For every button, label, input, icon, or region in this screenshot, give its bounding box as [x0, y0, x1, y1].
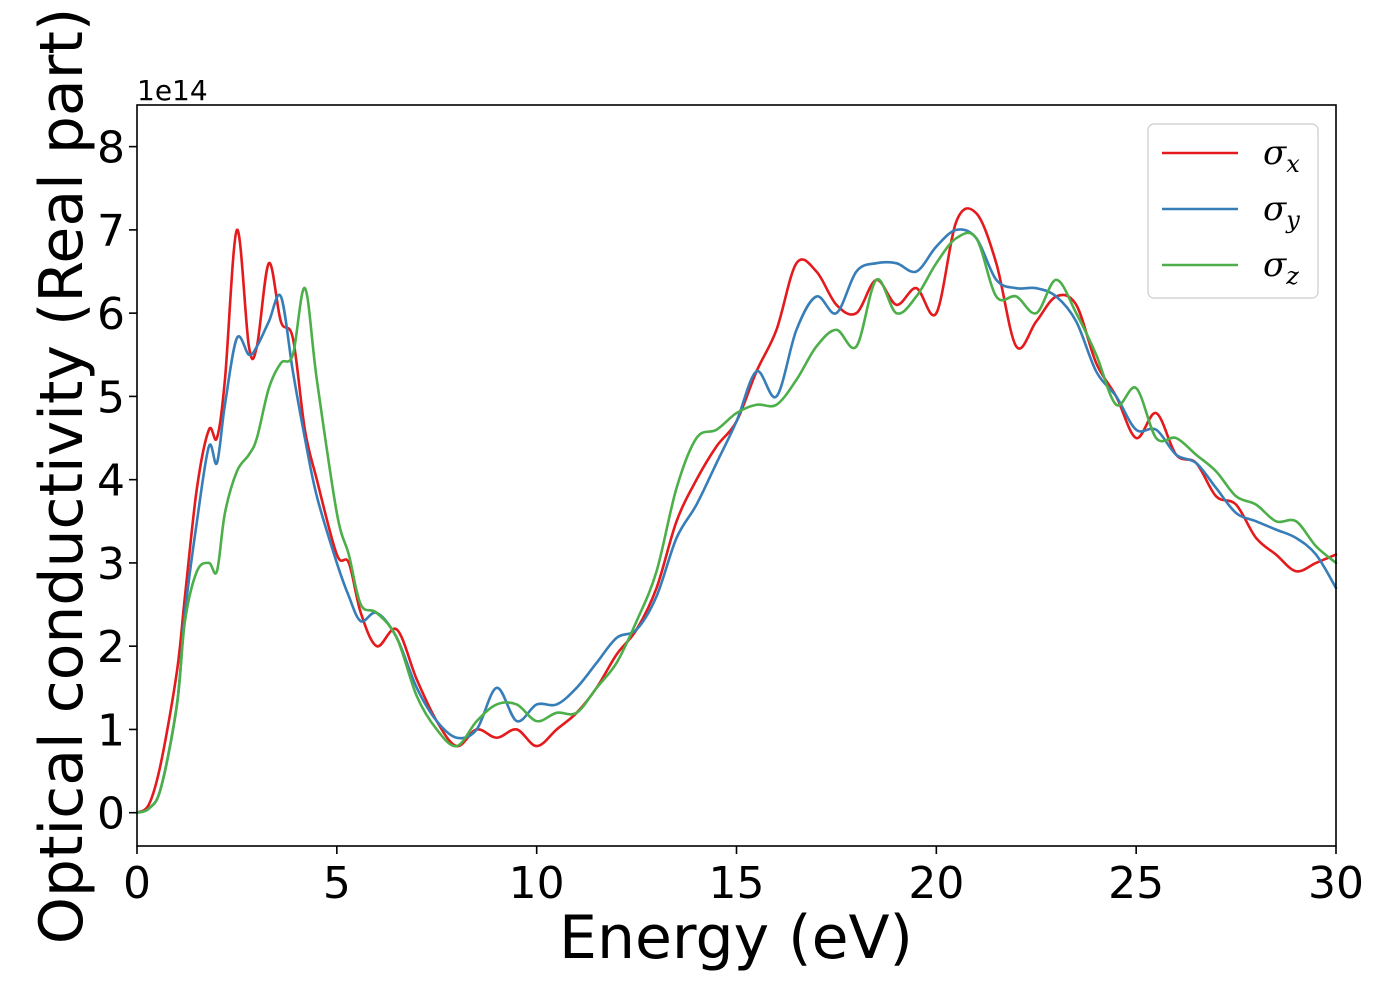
x-axis-title: Energy (eV) — [559, 903, 913, 973]
y-tick-label: 2 — [97, 622, 125, 673]
series-line-z — [135, 231, 1338, 814]
legend-entries: σx σy σz — [1162, 133, 1300, 290]
y-tick-label: 7 — [97, 206, 125, 257]
legend-box — [1147, 123, 1319, 299]
legend-label-x: σx — [1263, 133, 1300, 178]
x-tick-label: 20 — [908, 858, 964, 909]
legend-label-y: σy — [1263, 189, 1300, 234]
x-tick-label: 5 — [323, 858, 351, 909]
y-tick-label: 4 — [97, 456, 125, 507]
y-offset-label: 1e14 — [137, 74, 208, 107]
series-line-x — [135, 207, 1338, 814]
legend: σx σy σz — [1147, 123, 1319, 299]
y-axis: 0 1 2 3 4 5 6 7 8 — [97, 123, 137, 840]
series-layer — [135, 207, 1338, 814]
x-tick-label: 10 — [509, 858, 565, 909]
y-tick-label: 3 — [97, 539, 125, 590]
y-tick-label: 6 — [97, 289, 125, 340]
y-tick-label: 1 — [97, 705, 125, 756]
legend-label-z: σz — [1263, 245, 1299, 290]
y-tick-label: 5 — [97, 372, 125, 423]
x-tick-label: 0 — [123, 858, 151, 909]
x-tick-label: 25 — [1108, 858, 1164, 909]
y-axis-title: Optical conductivity (Real part) — [27, 8, 97, 945]
y-tick-label: 8 — [97, 123, 125, 174]
x-tick-label: 15 — [709, 858, 765, 909]
x-tick-label: 30 — [1308, 858, 1364, 909]
x-axis: 0 5 10 15 20 25 30 — [123, 846, 1364, 909]
y-tick-label: 0 — [97, 789, 125, 840]
series-line-y — [135, 228, 1338, 814]
